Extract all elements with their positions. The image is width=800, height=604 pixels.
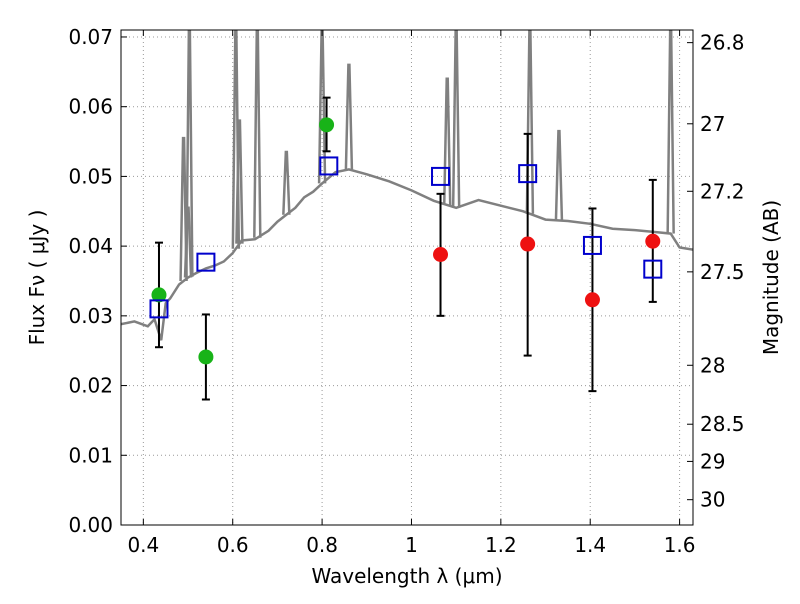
emission-line — [666, 30, 675, 234]
emission-line — [525, 30, 535, 214]
y-tick-label: 0.04 — [68, 234, 113, 258]
data-point-square — [431, 166, 451, 186]
data-point-circle — [151, 287, 167, 303]
spectrum-line — [121, 168, 693, 341]
data-point-square — [149, 299, 169, 319]
plot-frame — [120, 29, 694, 526]
x-tick-label: 1.2 — [485, 533, 517, 557]
ticks-layer: 0.4 0.6 0.8 1 1.2 1.4 1.6 0.00 0.01 0.02 0.03 0.04 0… — [68, 25, 744, 557]
y2-tick-label: 28.5 — [700, 412, 745, 436]
x-tick-label: 0.6 — [217, 533, 249, 557]
emission-line — [554, 129, 564, 221]
grid — [121, 30, 693, 525]
x-axis-title: Wavelength λ (μm) — [311, 564, 502, 588]
data-point-square — [643, 259, 663, 279]
y-tick-label: 0.05 — [68, 164, 113, 188]
emission-line — [179, 136, 188, 282]
x-tick-label: 1 — [405, 533, 418, 557]
y-axis-title: Flux Fν ( μJy ) — [25, 210, 49, 346]
y-tick-label: 0.07 — [68, 25, 113, 49]
y2-tick-label: 27.5 — [700, 260, 745, 284]
data-point-circle — [198, 349, 214, 365]
emission-line — [317, 30, 327, 184]
y2-axis-title: Magnitude (AB) — [759, 200, 783, 355]
data-point-circle — [520, 236, 536, 252]
emission-line — [451, 30, 461, 208]
y2-tick-label: 30 — [700, 488, 725, 512]
data-point-circle — [645, 233, 661, 249]
x-tick-label: 1.4 — [574, 533, 606, 557]
y2-tick-label: 26.8 — [700, 31, 745, 55]
y2-tick-label: 27 — [700, 112, 725, 136]
emission-line — [344, 63, 354, 170]
y-tick-label: 0.02 — [68, 374, 113, 398]
data-point-circle — [584, 292, 600, 308]
data-point-square — [582, 235, 602, 255]
emission-line — [235, 119, 244, 244]
data-point-square — [319, 156, 339, 176]
emission-line — [185, 30, 194, 277]
data-point-circle — [319, 117, 335, 133]
y-tick-label: 0.01 — [68, 443, 113, 467]
y-tick-label: 0.00 — [68, 513, 113, 537]
emission-line — [282, 150, 291, 215]
data-point-circle — [433, 246, 449, 262]
x-tick-label: 0.8 — [306, 533, 338, 557]
y2-tick-label: 28 — [700, 353, 725, 377]
marks-layer — [149, 96, 663, 401]
x-tick-label: 1.6 — [664, 533, 696, 557]
y-tick-label: 0.03 — [68, 304, 113, 328]
data-point-square — [196, 252, 216, 272]
spectrum-layer — [121, 30, 693, 341]
data-point-square — [518, 164, 538, 184]
y-tick-label: 0.06 — [68, 95, 113, 119]
y2-tick-label: 27.2 — [700, 179, 745, 203]
emission-line — [442, 77, 452, 206]
x-tick-label: 0.4 — [127, 533, 159, 557]
y2-tick-label: 29 — [700, 449, 725, 473]
emission-line — [253, 30, 262, 238]
